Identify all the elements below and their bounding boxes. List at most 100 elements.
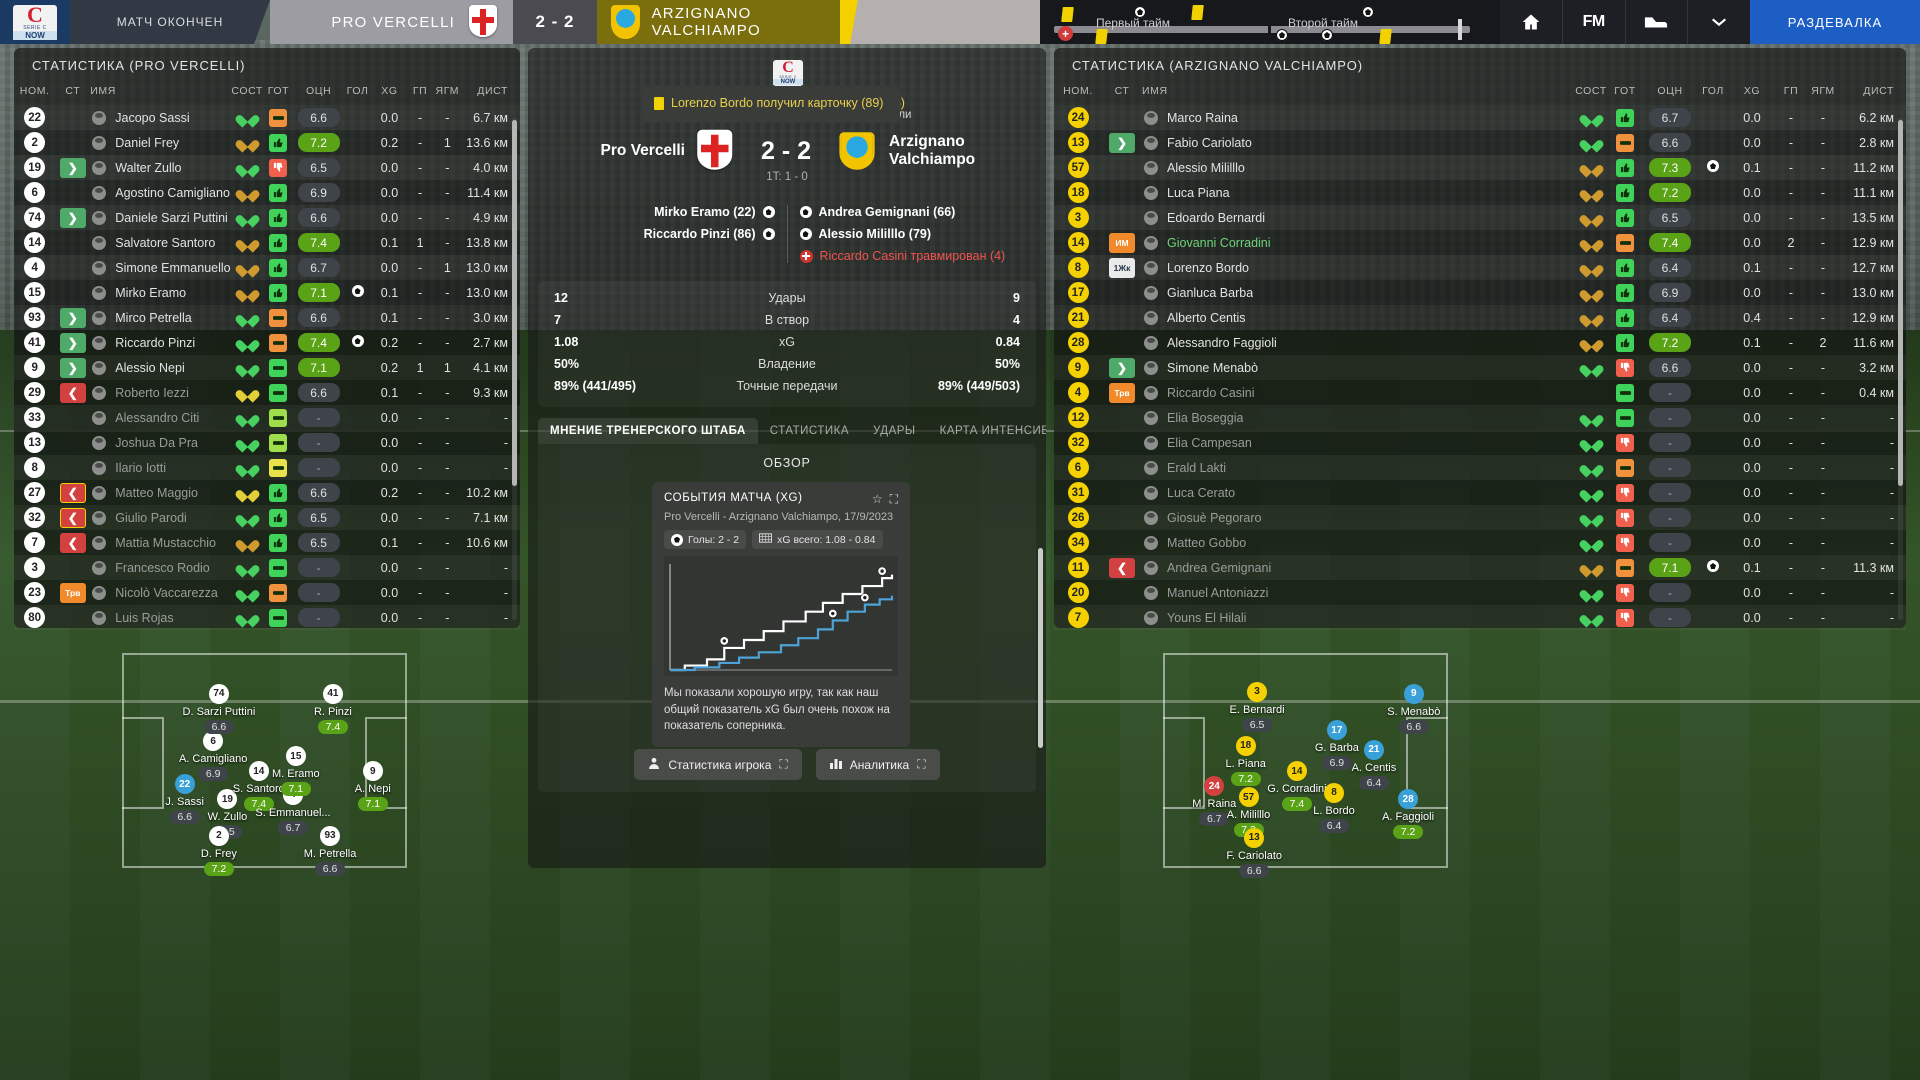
col-оцн[interactable]: ОЦН (305, 85, 332, 97)
col-сост[interactable]: СОСТ (1575, 85, 1607, 97)
match-timeline[interactable]: Первый тайм Второй тайм + (1040, 0, 1500, 44)
dressing-room-button[interactable]: РАЗДЕВАЛКА (1750, 0, 1920, 44)
timeline-goal-icon[interactable] (1276, 29, 1288, 41)
injury-badge[interactable]: Трв (1109, 382, 1135, 403)
sub-on-icon[interactable]: ❯ (59, 207, 86, 228)
expand-icon[interactable]: ⛶ (917, 757, 926, 771)
table-row[interactable]: 80 Luis Rojas - 0.0 - - - (14, 605, 520, 630)
col-дист[interactable]: ДИСТ (477, 85, 508, 97)
sub-off-booked-icon[interactable]: ❮ (59, 482, 86, 503)
topbar-away-team[interactable]: ARZIGNANO VALCHIAMPO (597, 0, 840, 44)
col-xg[interactable]: XG (381, 85, 398, 97)
cell-name[interactable]: Daniel Frey (90, 130, 230, 155)
formation-player[interactable]: 24 M. Raina 6.7 (1172, 776, 1256, 827)
table-row[interactable]: 41 ❯ Riccardo Pinzi 7.4 0.2 - - 2.7 км (14, 330, 520, 355)
col-имя[interactable]: ИМЯ (90, 85, 116, 97)
sub-on-icon[interactable]: ❯ (1109, 357, 1135, 378)
table-row[interactable]: 15 Mirko Eramo 7.1 0.1 - - 13.0 км (14, 280, 520, 305)
table-row[interactable]: 74 ❯ Daniele Sarzi Puttini 6.6 0.0 - - 4.9 км (14, 205, 520, 230)
table-row[interactable]: 13 ❯ Fabio Cariolato 6.6 0.0 - - 2.8 км (1054, 130, 1906, 155)
cell-name[interactable]: Gianluca Barba (1142, 280, 1574, 305)
formation-player[interactable]: 18 L. Piana 7.2 (1204, 735, 1288, 786)
table-row[interactable]: 57 Alessio Mililllo 7.3 0.1 - - 11.2 км (1054, 155, 1906, 180)
yellow-card-badge[interactable]: 1Жк (1109, 257, 1135, 278)
table-row[interactable]: 7 Youns El Hilali - 0.0 - - - (1054, 605, 1906, 630)
formation-player[interactable]: 9 A. Nepi 7.1 (331, 761, 415, 812)
away-table-scrollbar[interactable] (1898, 118, 1903, 620)
table-row[interactable]: 29 ❮ Roberto Iezzi 6.6 0.1 - - 9.3 км (14, 380, 520, 405)
formation-player[interactable]: 41 R. Pinzi 7.4 (291, 683, 375, 734)
topbar-home-team[interactable]: PRO VERCELLI (270, 0, 513, 44)
col-гп[interactable]: ГП (1783, 85, 1799, 97)
formation-player[interactable]: 74 D. Sarzi Puttini 6.6 (177, 683, 261, 734)
cell-name[interactable]: Elia Campesan (1142, 430, 1574, 455)
tab-карта-интенсивности[interactable]: КАРТА ИНТЕНСИВНОСТИ (939, 425, 1046, 437)
center-home-team[interactable]: Pro Vercelli (600, 142, 685, 159)
tab-удары[interactable]: УДАРЫ (873, 425, 916, 437)
table-row[interactable]: 6 Agostino Camigliano 6.9 0.0 - - 11.4 км (14, 180, 520, 205)
formation-player[interactable]: 9 S. Menabò 6.6 (1372, 683, 1456, 734)
cell-name[interactable]: Fabio Cariolato (1142, 130, 1574, 155)
table-row[interactable]: 24 Marco Raina 6.7 0.0 - - 6.2 км (1054, 105, 1906, 130)
table-row[interactable]: 32 ❮ Giulio Parodi 6.5 0.0 - - 7.1 км (14, 505, 520, 530)
timeline-goal-icon[interactable] (1134, 6, 1146, 18)
col-сост[interactable]: СОСТ (231, 85, 263, 97)
table-row[interactable]: 12 Elia Boseggia - 0.0 - - - (1054, 405, 1906, 430)
cell-name[interactable]: Alessio Nepi (90, 355, 230, 380)
cell-name[interactable]: Mirko Eramo (90, 280, 230, 305)
formation-player[interactable]: 2 D. Frey 7.2 (177, 825, 261, 876)
table-row[interactable]: 2 Daniel Frey 7.2 0.2 - 1 13.6 км (14, 130, 520, 155)
fm-icon[interactable]: FM (1563, 0, 1626, 44)
cell-name[interactable]: Simone Menabò (1142, 355, 1574, 380)
table-row[interactable]: 23 Трв Nicolò Vaccarezza - 0.0 - - - (14, 580, 520, 605)
formation-player[interactable]: 21 A. Centis 6.4 (1332, 739, 1416, 790)
match-event[interactable]: Riccardo Pinzi (86) (644, 227, 775, 241)
sub-on-icon[interactable]: ❯ (59, 357, 86, 378)
match-event[interactable]: Mirko Eramo (22) (654, 205, 775, 219)
sub-off-booked-icon[interactable]: ❮ (59, 507, 86, 528)
col-гп[interactable]: ГП (412, 85, 428, 97)
col-ягм[interactable]: ЯГМ (1811, 85, 1835, 97)
cell-name[interactable]: Walter Zullo (90, 155, 230, 180)
formation-player[interactable]: 17 G. Barba 6.9 (1295, 720, 1379, 771)
cell-name[interactable]: Alessio Mililllo (1142, 155, 1574, 180)
cell-name[interactable]: Elia Boseggia (1142, 405, 1574, 430)
table-row[interactable]: 3 Francesco Rodio - 0.0 - - - (14, 555, 520, 580)
home-icon[interactable] (1500, 0, 1563, 44)
injury-badge[interactable]: Трв (59, 582, 86, 603)
home-table-scrollbar[interactable] (512, 118, 517, 620)
table-row[interactable]: 8 1Жк Lorenzo Bordo 6.4 0.1 - - 12.7 км (1054, 255, 1906, 280)
table-row[interactable]: 32 Elia Campesan - 0.0 - - - (1054, 430, 1906, 455)
col-гот[interactable]: ГОТ (1614, 85, 1636, 97)
match-event[interactable]: Alessio Mililllo (79) (799, 227, 931, 241)
col-ном[interactable]: НОМ. (19, 85, 50, 97)
xg-chart[interactable] (664, 556, 898, 676)
xg-events-card[interactable]: СОБЫТИЯ МАТЧА (XG) ☆ ⛶ Pro Vercelli - Ar… (652, 482, 910, 748)
cell-name[interactable]: Luca Cerato (1142, 480, 1574, 505)
sub-off-icon[interactable]: ❮ (59, 532, 86, 553)
cell-name[interactable]: Luca Piana (1142, 180, 1574, 205)
cell-name[interactable]: Matteo Gobbo (1142, 530, 1574, 555)
cell-name[interactable]: Youns El Hilali (1142, 605, 1574, 630)
col-xg[interactable]: XG (1743, 85, 1761, 97)
table-row[interactable]: 27 ❮ Matteo Maggio 6.6 0.2 - - 10.2 км (14, 480, 520, 505)
timeline-bar[interactable] (1054, 26, 1470, 33)
table-row[interactable]: 93 ❯ Mirco Petrella 6.6 0.1 - - 3.0 км (14, 305, 520, 330)
sub-off-icon[interactable]: ❮ (59, 382, 86, 403)
timeline-goal-icon[interactable] (1362, 6, 1374, 18)
table-row[interactable]: 7 ❮ Mattia Mustacchio 6.5 0.1 - - 10.6 км (14, 530, 520, 555)
cell-name[interactable]: Alberto Centis (1142, 305, 1574, 330)
col-ст[interactable]: СТ (1114, 85, 1130, 97)
expand-icon[interactable]: ⛶ (889, 492, 898, 506)
table-row[interactable]: 26 Giosuè Pegoraro - 0.0 - - - (1054, 505, 1906, 530)
sub-on-icon[interactable]: ❯ (59, 332, 86, 353)
tab-статистика[interactable]: СТАТИСТИКА (769, 425, 850, 437)
analytics-button[interactable]: Аналитика ⛶ (815, 749, 940, 780)
player-stats-button[interactable]: Статистика игрока ⛶ (634, 749, 802, 780)
formation-player[interactable]: 15 M. Eramo 7.1 (254, 746, 338, 797)
cell-name[interactable]: Simone Emmanuello (90, 255, 231, 280)
table-row[interactable]: 20 Manuel Antoniazzi - 0.0 - - - (1054, 580, 1906, 605)
timeline-yellow-card-icon[interactable] (1095, 29, 1108, 44)
cell-name[interactable]: Matteo Maggio (90, 480, 230, 505)
formation-player[interactable]: 3 E. Bernardi 6.5 (1215, 681, 1299, 732)
